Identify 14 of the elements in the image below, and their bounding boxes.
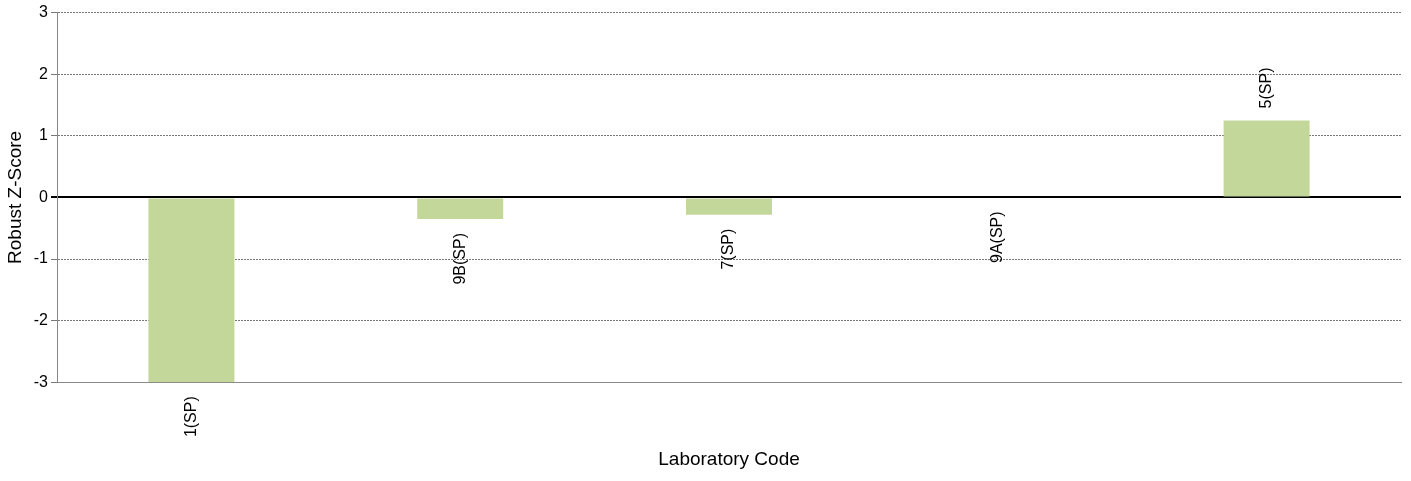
y-tick-label: 2 [39, 64, 49, 82]
y-tick-label: 1 [39, 126, 49, 144]
y-tick-label: -1 [33, 249, 49, 267]
x-tick-label: 9A(SP) [988, 211, 1006, 263]
y-axis-title: Robust Z-Score [3, 130, 25, 264]
y-tick-label: -2 [33, 311, 49, 329]
y-tick-label: 3 [39, 3, 49, 21]
x-tick-label: 1(SP) [181, 396, 199, 438]
x-tick-label: 9B(SP) [450, 232, 468, 285]
x-axis-title: Laboratory Code [658, 447, 800, 469]
y-tick-label: -3 [33, 372, 49, 390]
x-tick-label: 5(SP) [1257, 67, 1275, 109]
x-tick-label: 7(SP) [719, 228, 737, 270]
y-tick-label: 0 [39, 187, 49, 205]
